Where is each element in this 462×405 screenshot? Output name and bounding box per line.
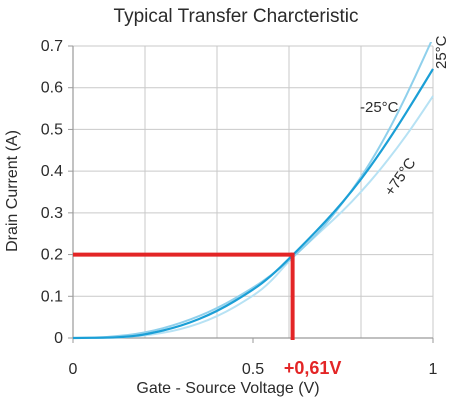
series-labels: -25°C25°C+75°C <box>360 35 450 199</box>
series-label-25c: 25°C <box>433 35 450 69</box>
x-axis-title: Gate - Source Voltage (V) <box>136 380 319 397</box>
series-line-25c <box>73 42 433 339</box>
y-axis-title: Drain Current (A) <box>4 130 21 252</box>
series-line-25c <box>73 68 434 340</box>
series-lines <box>73 42 434 340</box>
chart-title: Typical Transfer Charcteristic <box>114 6 359 27</box>
y-tick-label: 0.1 <box>41 288 63 305</box>
series-label-minus25c: -25°C <box>360 99 399 116</box>
x-tick-label: 0.5 <box>242 361 264 378</box>
x-tick-label: 0 <box>69 361 78 378</box>
y-tick-label: 0.4 <box>41 163 63 180</box>
annotation-label: +0,61V <box>284 358 342 378</box>
y-tick-label: 0.5 <box>41 121 63 138</box>
y-tick-label: 0.7 <box>41 38 63 55</box>
axes <box>72 46 433 339</box>
y-tick-label: 0.3 <box>41 205 63 222</box>
y-tick-label: 0.6 <box>41 80 63 97</box>
y-tick-label: 0 <box>54 330 63 347</box>
y-tick-label: 0.2 <box>41 247 63 264</box>
x-tick-labels: 0 0.5 1 <box>69 338 438 378</box>
annotation-group: +0,61V <box>73 252 342 378</box>
x-tick-label: 1 <box>429 361 438 378</box>
grid-lines <box>72 45 434 339</box>
y-tick-labels: 0 0.1 0.2 0.3 0.4 0.5 0.6 0.7 <box>41 38 73 347</box>
series-line-75c <box>73 95 434 339</box>
